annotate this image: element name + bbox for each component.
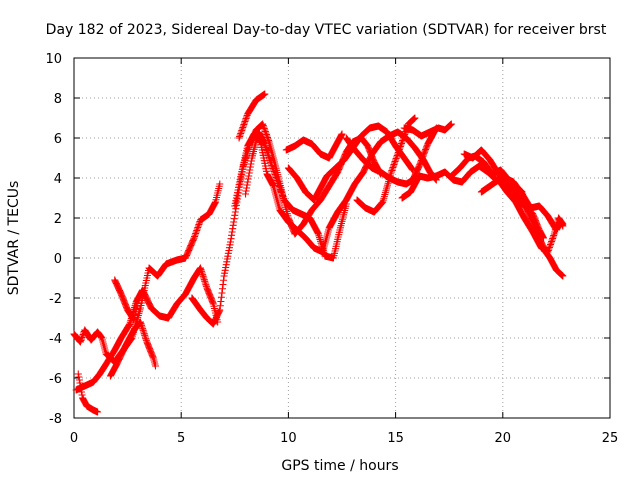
data-point bbox=[151, 362, 159, 370]
x-tick-label: 0 bbox=[70, 431, 78, 446]
x-axis-label: GPS time / hours bbox=[281, 458, 398, 474]
y-tick-label: 6 bbox=[54, 132, 62, 147]
chart-title: Day 182 of 2023, Sidereal Day-to-day VTE… bbox=[46, 22, 607, 38]
y-axis-label: SDTVAR / TECUs bbox=[6, 181, 22, 296]
x-tick-label: 10 bbox=[280, 431, 297, 446]
y-tick-label: 2 bbox=[54, 212, 62, 227]
y-tick-label: -8 bbox=[49, 412, 62, 427]
y-tick-label: 4 bbox=[54, 172, 62, 187]
y-tick-label: -4 bbox=[49, 332, 62, 347]
y-tick-label: -6 bbox=[49, 372, 62, 387]
x-tick-label: 15 bbox=[387, 431, 404, 446]
x-tick-label: 20 bbox=[495, 431, 512, 446]
plot-frame bbox=[73, 57, 611, 419]
data-point bbox=[261, 90, 269, 98]
x-tick-labels: 0 5 10 15 20 25 bbox=[70, 431, 618, 446]
y-tick-label: 10 bbox=[45, 52, 62, 67]
y-tick-label: 8 bbox=[54, 92, 62, 107]
y-tick-labels: -8 -6 -4 -2 0 2 4 6 8 10 bbox=[45, 52, 62, 427]
y-tick-label: -2 bbox=[49, 292, 62, 307]
data-point bbox=[342, 200, 350, 208]
data-point bbox=[216, 180, 224, 188]
data-point bbox=[94, 408, 102, 416]
y-tick-label: 0 bbox=[54, 252, 62, 267]
data-point bbox=[338, 130, 346, 138]
x-tick-label: 5 bbox=[177, 431, 185, 446]
data-point bbox=[134, 294, 142, 302]
x-tick-label: 25 bbox=[602, 431, 619, 446]
data-points bbox=[70, 90, 567, 416]
